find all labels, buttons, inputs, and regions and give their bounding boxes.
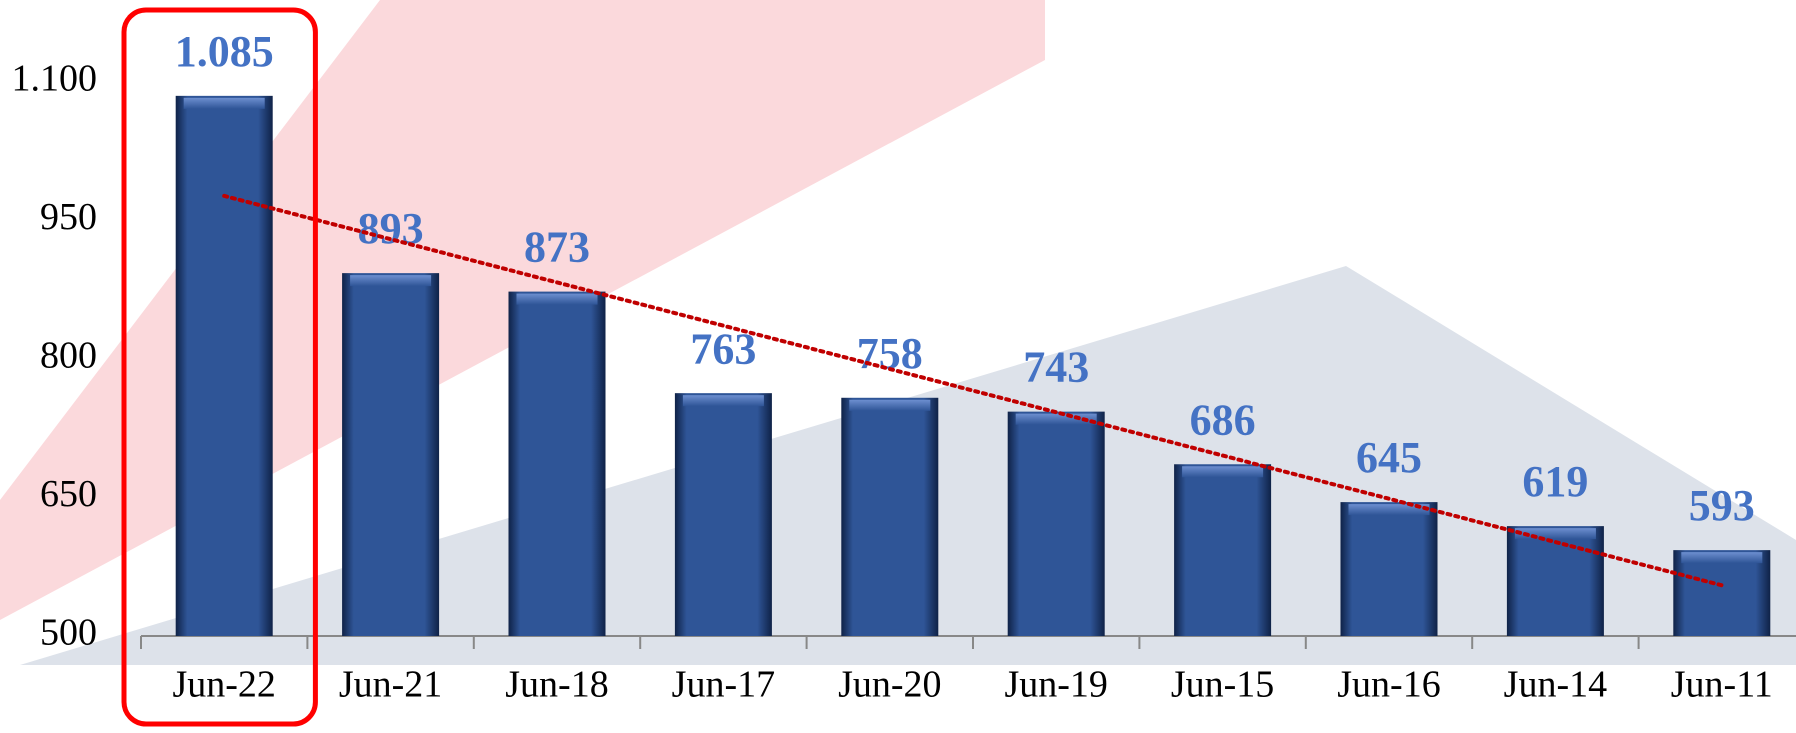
bar-bevel [1182,466,1263,477]
x-tick-label: Jun-11 [1671,664,1773,706]
value-label: 619 [1522,457,1588,506]
x-tick-label: Jun-21 [339,664,442,706]
value-label: 873 [524,223,590,272]
y-tick-label: 950 [40,196,97,238]
y-tick-label: 1.100 [12,58,98,100]
x-tick-label: Jun-20 [838,664,941,706]
value-label: 1.085 [175,27,274,76]
y-tick-label: 800 [40,335,97,377]
bar-bevel [683,395,764,406]
x-tick-label: Jun-19 [1004,664,1107,706]
bar-bevel [849,400,930,411]
bar [342,273,439,636]
bar [1341,502,1438,636]
x-tick-label: Jun-22 [172,664,275,706]
bar [176,96,273,636]
bar [841,398,938,636]
bar [509,292,606,636]
bar-bevel [517,294,598,305]
bar-bevel [184,98,265,109]
x-tick-label: Jun-15 [1171,664,1274,706]
x-tick-label: Jun-18 [505,664,608,706]
value-label: 686 [1190,395,1256,444]
x-tick-label: Jun-14 [1504,664,1607,706]
bar [1008,412,1105,636]
value-label: 743 [1023,343,1089,392]
y-tick-label: 650 [40,473,97,515]
bar-bevel [1681,552,1762,563]
bar [675,393,772,636]
value-label: 645 [1356,433,1422,482]
y-tick-label: 500 [40,612,97,654]
bar [1174,464,1271,636]
bar-bevel [350,275,431,286]
x-tick-label: Jun-17 [672,664,775,706]
x-tick-label: Jun-16 [1337,664,1440,706]
value-label: 593 [1689,481,1755,530]
